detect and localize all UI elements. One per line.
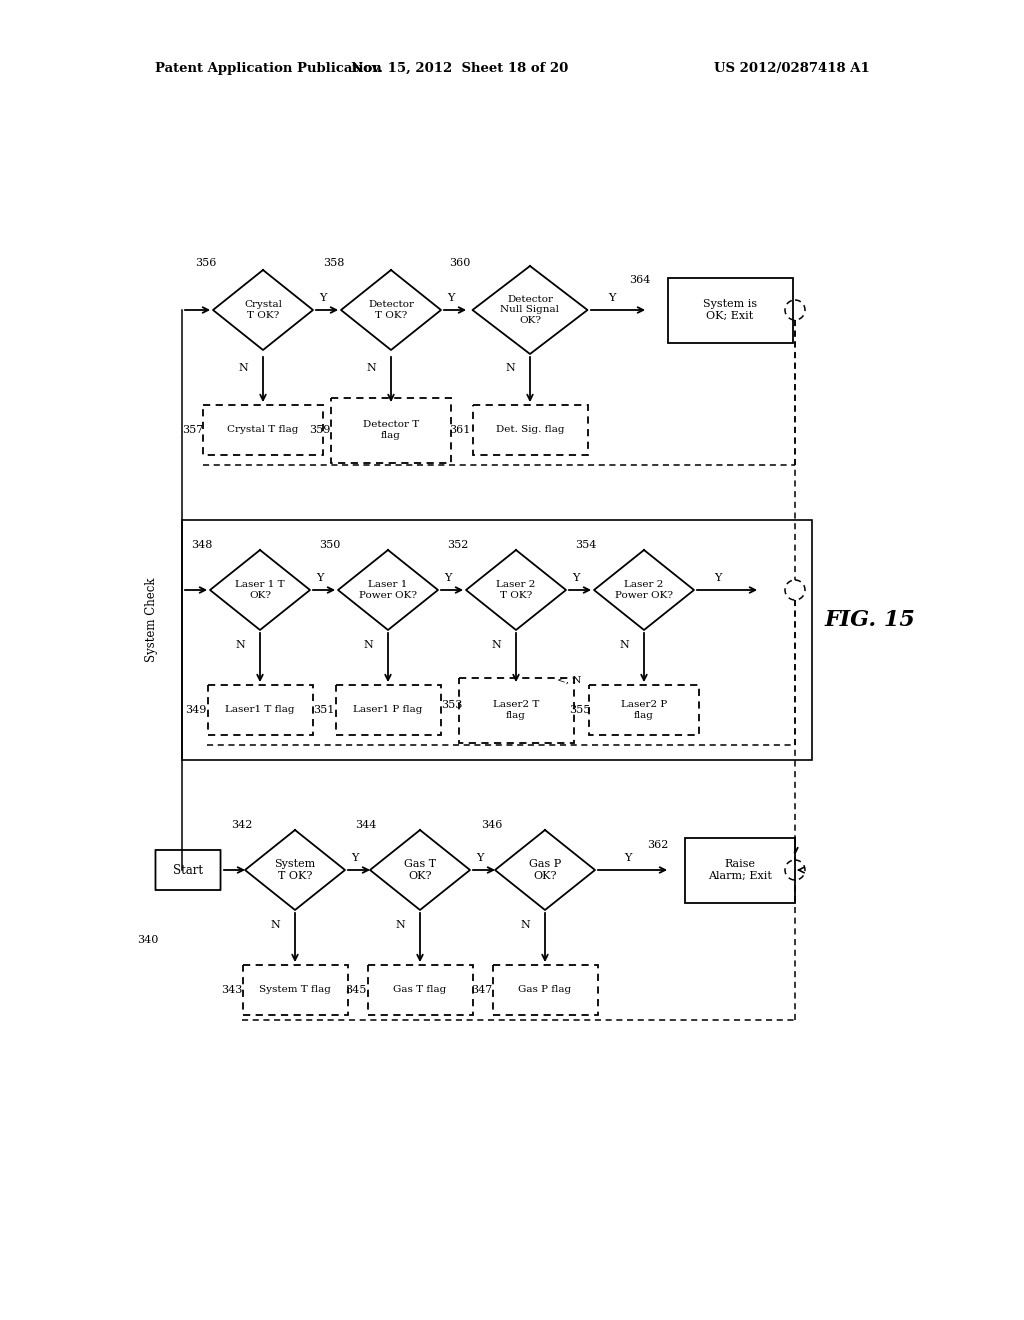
Text: Gas T flag: Gas T flag (393, 986, 446, 994)
Bar (331, 397, 451, 462)
Text: Y: Y (715, 573, 722, 583)
Text: 342: 342 (230, 820, 252, 830)
Text: System is
OK; Exit: System is OK; Exit (702, 300, 757, 321)
Text: Y: Y (316, 573, 324, 583)
Text: Laser 1 T
OK?: Laser 1 T OK? (236, 581, 285, 599)
Text: 356: 356 (195, 257, 216, 268)
Text: Y: Y (447, 293, 455, 304)
Text: N: N (239, 363, 248, 374)
Text: Raise
Alarm; Exit: Raise Alarm; Exit (708, 859, 772, 880)
Text: 347: 347 (471, 985, 492, 995)
Text: 344: 344 (355, 820, 377, 830)
Text: 340: 340 (136, 935, 158, 945)
Text: FIG. 15: FIG. 15 (824, 609, 915, 631)
Text: 361: 361 (449, 425, 470, 436)
Text: Y: Y (625, 853, 632, 863)
Text: 349: 349 (185, 705, 207, 715)
Bar (182, 520, 812, 760)
Text: 355: 355 (569, 705, 591, 715)
Bar (368, 965, 472, 1015)
Bar (493, 965, 597, 1015)
Text: N: N (270, 920, 280, 931)
Text: 353: 353 (441, 700, 463, 710)
Text: Patent Application Publication: Patent Application Publication (155, 62, 382, 75)
Text: System
T OK?: System T OK? (274, 859, 315, 880)
Text: <, N: <, N (557, 676, 582, 685)
Bar (203, 405, 323, 455)
Text: 362: 362 (646, 840, 668, 850)
Text: Laser2 P
flag: Laser2 P flag (621, 701, 667, 719)
Text: 345: 345 (346, 985, 367, 995)
Text: Gas P
OK?: Gas P OK? (528, 859, 561, 880)
Text: 351: 351 (313, 705, 335, 715)
Bar (668, 277, 793, 342)
Text: N: N (364, 640, 373, 649)
Text: N: N (367, 363, 376, 374)
Text: 352: 352 (447, 540, 469, 550)
Text: N: N (492, 640, 501, 649)
Text: Laser1 T flag: Laser1 T flag (225, 705, 295, 714)
Text: US 2012/0287418 A1: US 2012/0287418 A1 (715, 62, 870, 75)
Text: Start: Start (173, 863, 203, 876)
Text: 360: 360 (449, 257, 470, 268)
Bar (243, 965, 347, 1015)
Text: Laser2 T
flag: Laser2 T flag (493, 701, 540, 719)
Text: N: N (620, 640, 629, 649)
Text: System Check: System Check (145, 578, 159, 663)
Bar (459, 677, 573, 742)
Text: Y: Y (319, 293, 327, 304)
Text: Crystal
T OK?: Crystal T OK? (244, 300, 282, 319)
Text: Detector T
flag: Detector T flag (362, 420, 419, 440)
Text: Det. Sig. flag: Det. Sig. flag (496, 425, 564, 434)
Text: Y: Y (444, 573, 452, 583)
Text: Laser 2
Power OK?: Laser 2 Power OK? (615, 581, 673, 599)
Text: 354: 354 (575, 540, 597, 550)
Text: Laser 1
Power OK?: Laser 1 Power OK? (359, 581, 417, 599)
Text: Y: Y (476, 853, 483, 863)
Text: Y: Y (608, 293, 615, 304)
Text: Detector
T OK?: Detector T OK? (368, 300, 414, 319)
Text: 348: 348 (191, 540, 213, 550)
Text: N: N (520, 920, 530, 931)
Text: Laser1 P flag: Laser1 P flag (353, 705, 423, 714)
Text: 359: 359 (309, 425, 331, 436)
Text: Crystal T flag: Crystal T flag (227, 425, 299, 434)
Text: Gas T
OK?: Gas T OK? (403, 859, 436, 880)
Text: N: N (236, 640, 245, 649)
Bar (336, 685, 440, 735)
Text: Y: Y (351, 853, 358, 863)
Bar (685, 837, 795, 903)
Text: Detector
Null Signal
OK?: Detector Null Signal OK? (501, 296, 559, 325)
Bar (589, 685, 699, 735)
Text: N: N (505, 363, 515, 374)
Text: Gas P flag: Gas P flag (518, 986, 571, 994)
Text: 350: 350 (319, 540, 341, 550)
Text: 346: 346 (480, 820, 502, 830)
Bar (472, 405, 588, 455)
Text: Laser 2
T OK?: Laser 2 T OK? (497, 581, 536, 599)
Text: N: N (395, 920, 406, 931)
Text: Nov. 15, 2012  Sheet 18 of 20: Nov. 15, 2012 Sheet 18 of 20 (351, 62, 568, 75)
Text: 343: 343 (220, 985, 242, 995)
Text: 364: 364 (629, 275, 650, 285)
Text: 357: 357 (181, 425, 203, 436)
Bar (208, 685, 312, 735)
Text: System T flag: System T flag (259, 986, 331, 994)
Text: 358: 358 (323, 257, 344, 268)
Text: Y: Y (572, 573, 580, 583)
